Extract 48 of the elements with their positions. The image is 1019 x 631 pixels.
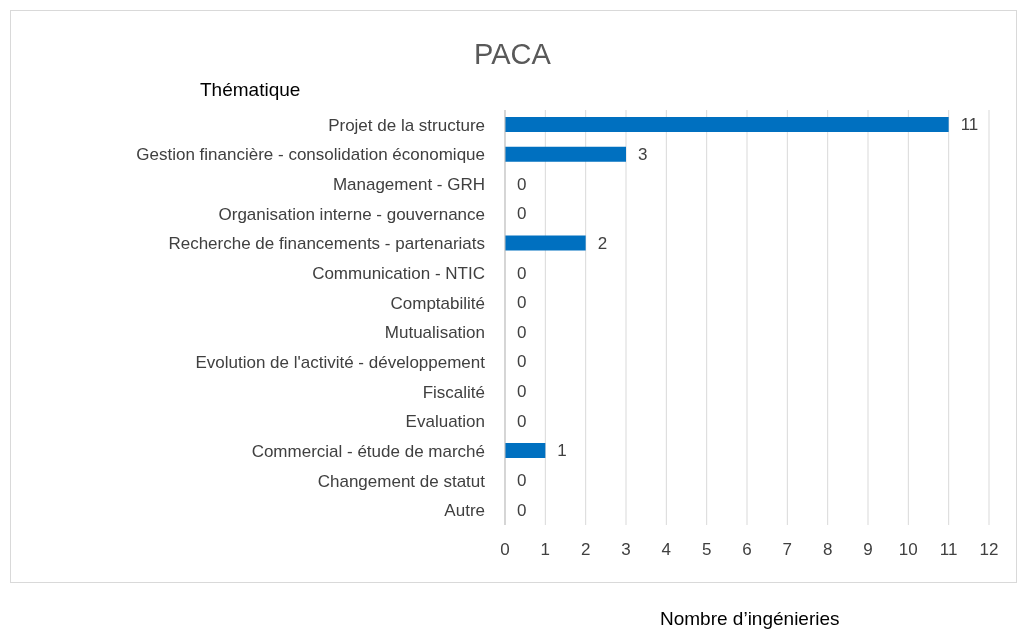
x-tick-label: 2 [580, 540, 591, 560]
data-label: 3 [638, 144, 648, 164]
data-label: 0 [517, 411, 527, 431]
y-tick-label: Fiscalité [422, 382, 485, 402]
x-tick-label: 1 [540, 540, 551, 560]
data-label: 1 [557, 441, 567, 461]
y-tick-label: Mutualisation [384, 323, 485, 343]
y-tick-label: Gestion financière - consolidation économique [136, 145, 485, 165]
y-tick-label: Recherche de financements - partenariats [168, 234, 485, 254]
y-tick-label: Communication - NTIC [312, 264, 485, 284]
x-tick-label: 6 [742, 540, 752, 560]
data-label: 0 [517, 174, 527, 194]
y-tick-label: Projet de la structure [328, 115, 485, 135]
x-tick-label: 7 [782, 540, 793, 560]
chart-title: PACA [473, 38, 552, 71]
x-axis-title: Nombre d’ingénieries [660, 608, 840, 630]
data-label: 0 [517, 352, 527, 372]
y-tick-label: Comptabilité [390, 293, 485, 313]
y-tick-label: Commercial - étude de marché [251, 441, 485, 461]
data-label: 11 [960, 115, 979, 135]
bar [505, 235, 586, 251]
y-tick-label: Organisation interne - gouvernance [218, 204, 485, 224]
data-label: 0 [517, 471, 527, 491]
y-tick-label: Management - GRH [332, 175, 485, 195]
x-tick-label: 5 [701, 540, 712, 560]
bar [505, 146, 626, 162]
x-tick-label: 0 [500, 540, 510, 560]
data-label: 0 [517, 500, 527, 520]
y-tick-label: Evolution de l'activité - développement [195, 353, 486, 372]
x-tick-label: 11 [939, 540, 958, 560]
x-tick-label: 4 [661, 540, 672, 560]
data-label: 0 [517, 263, 527, 283]
y-axis-title: Thématique [200, 79, 301, 101]
bar [505, 443, 546, 459]
x-tick-label: 10 [898, 540, 918, 560]
y-tick-label: Autre [444, 501, 485, 521]
x-tick-label: 9 [863, 540, 873, 560]
bar [505, 117, 949, 132]
data-label: 0 [517, 204, 527, 224]
data-label: 0 [517, 382, 527, 402]
y-tick-label: Changement de statut [317, 471, 486, 491]
x-tick-label: 12 [979, 540, 999, 560]
y-tick-label: Evaluation [405, 412, 485, 432]
x-tick-label: 8 [822, 540, 833, 560]
data-label: 2 [597, 233, 608, 253]
data-label: 0 [517, 293, 527, 313]
data-label: 0 [517, 322, 527, 342]
x-tick-label: 3 [621, 540, 631, 560]
